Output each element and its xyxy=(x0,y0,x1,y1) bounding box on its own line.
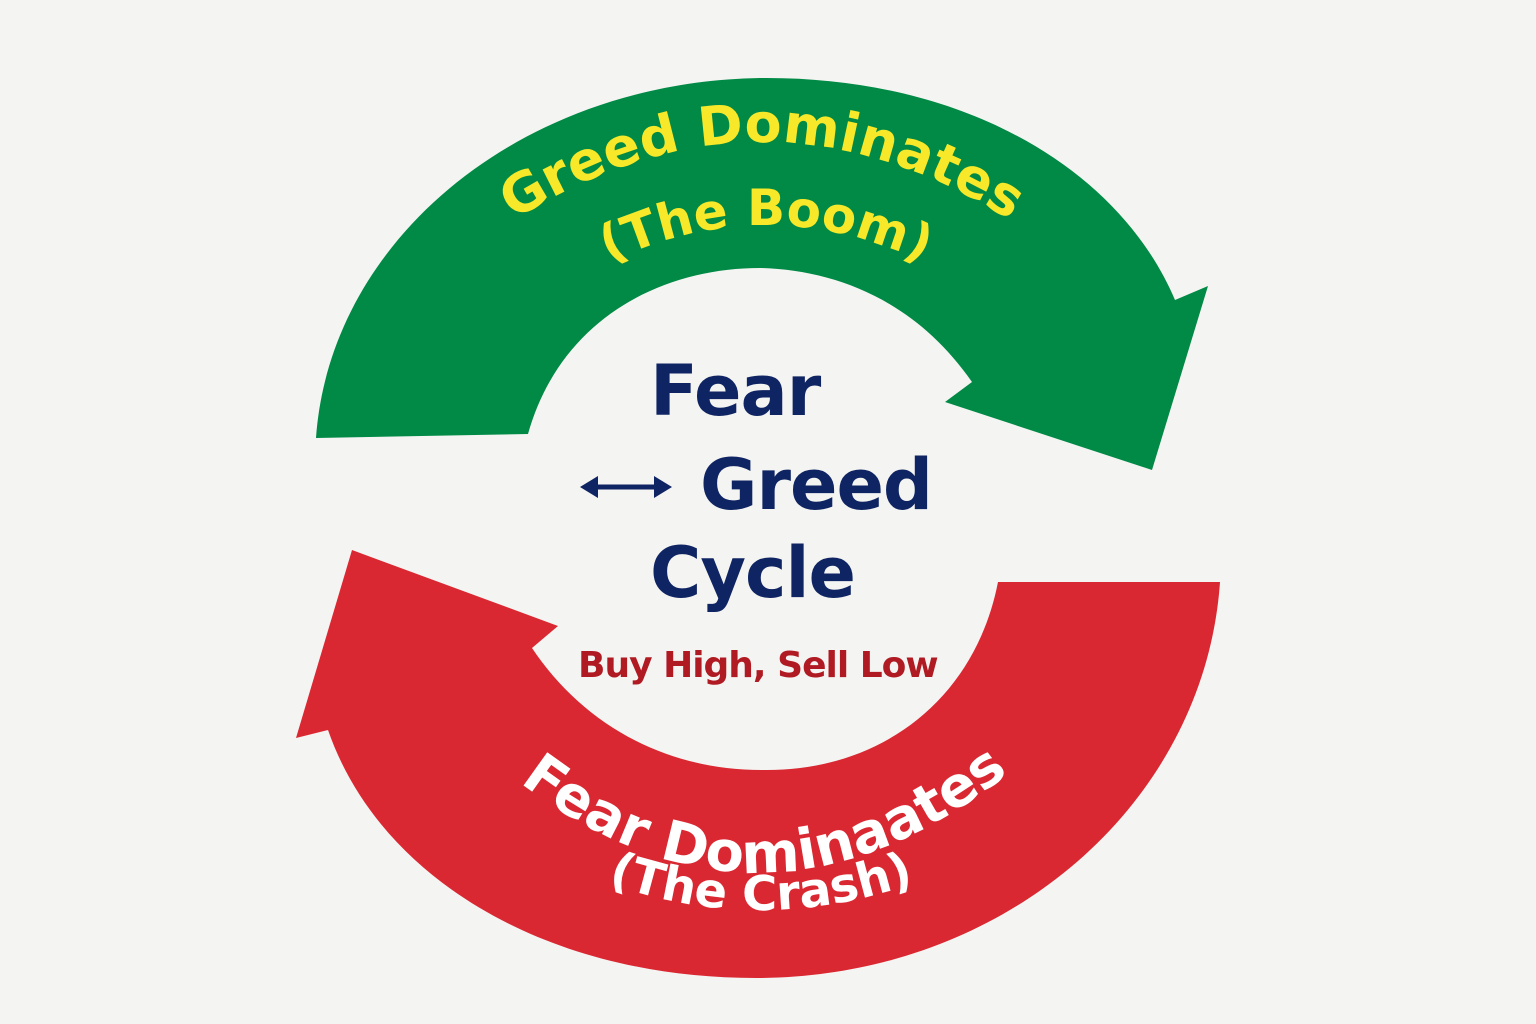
fear-arrow xyxy=(296,550,1220,979)
center-title-cycle: Cycle xyxy=(650,532,856,614)
center-title-fear: Fear xyxy=(650,350,821,432)
double-arrow-icon xyxy=(580,476,672,498)
greed-arrow xyxy=(316,77,1208,470)
center-subtitle: Buy High, Sell Low xyxy=(578,645,939,686)
center-title-greed: Greed xyxy=(700,444,933,526)
